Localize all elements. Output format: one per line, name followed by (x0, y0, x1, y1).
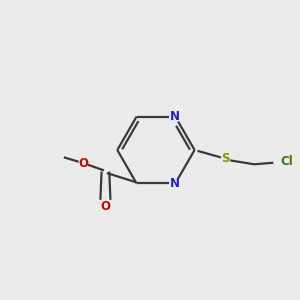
Text: N: N (170, 110, 180, 123)
Text: S: S (221, 152, 230, 165)
Text: O: O (100, 200, 110, 213)
Text: N: N (170, 177, 180, 190)
Text: O: O (78, 157, 88, 170)
Text: Cl: Cl (281, 155, 293, 168)
